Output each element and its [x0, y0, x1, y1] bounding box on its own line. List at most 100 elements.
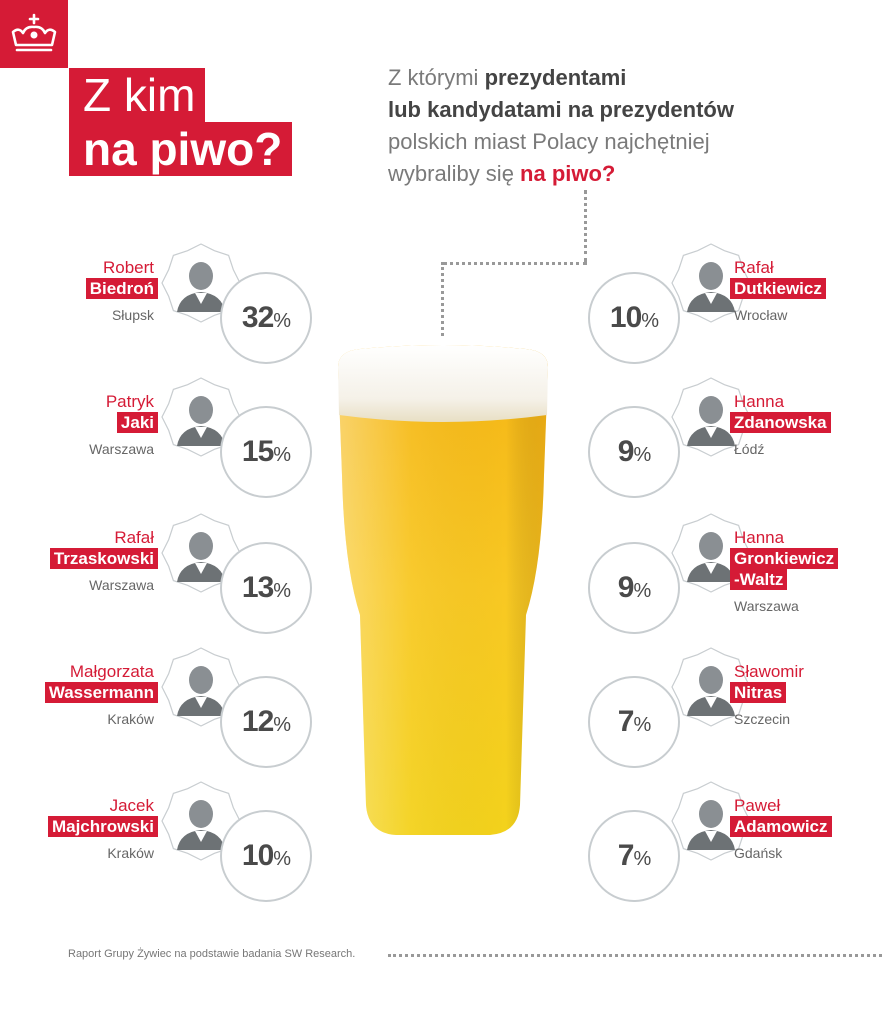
question-red: na piwo? — [520, 161, 616, 186]
candidate-name: Hanna Zdanowska Łódź — [730, 392, 831, 457]
percent-unit: % — [273, 714, 291, 736]
candidate-name: Robert Biedroń Słupsk — [85, 258, 158, 323]
candidate-first-name: Sławomir — [734, 662, 804, 681]
candidate-name: Patryk Jaki Warszawa — [89, 392, 158, 457]
candidate-first-name: Rafał — [114, 528, 154, 547]
candidate-name: Małgorzata Wassermann Kraków — [44, 662, 158, 727]
candidate-first-name: Patryk — [105, 392, 154, 411]
candidate-city: Kraków — [107, 711, 154, 727]
crown-icon — [11, 13, 57, 52]
footer-dots — [388, 954, 882, 957]
logo — [0, 0, 68, 68]
percent-value: 10% — [609, 301, 659, 334]
candidate-entry: 13% Rafał Trzaskowski Warszawa — [0, 512, 400, 642]
percent-unit: % — [633, 848, 651, 870]
question-part-2: polskich miast Polacy najchętniej — [388, 129, 710, 154]
candidate-city: Słupsk — [111, 307, 154, 323]
portrait-icon — [671, 781, 751, 861]
candidate-name: Jacek Majchrowski Kraków — [47, 796, 158, 861]
percent-value: 13% — [241, 571, 291, 604]
candidate-name: Hanna Gronkiewicz -Waltz Warszawa — [730, 528, 839, 614]
candidate-city: Kraków — [107, 845, 154, 861]
percent-circle: 7% — [588, 676, 680, 768]
candidate-last-name: Majchrowski — [47, 816, 158, 837]
candidate-first-name: Rafał — [734, 258, 774, 277]
percent-circle: 9% — [588, 542, 680, 634]
candidate-last-name: Biedroń — [85, 278, 158, 299]
candidate-first-name: Jacek — [109, 796, 154, 815]
connector-dots — [443, 262, 587, 265]
candidate-entry: 15% Patryk Jaki Warszawa — [0, 376, 400, 506]
percent-unit: % — [633, 444, 651, 466]
title-line-1: Z kim — [69, 68, 206, 122]
candidate-entry: 9% Hanna Zdanowska Łódź — [588, 376, 886, 506]
percent-unit: % — [273, 310, 291, 332]
candidate-entry: 9% Hanna Gronkiewicz -Waltz Warszawa — [588, 512, 886, 642]
candidate-last-name: Zdanowska — [730, 412, 831, 433]
percent-value: 9% — [617, 435, 651, 468]
candidate-city: Warszawa — [89, 577, 154, 593]
page-title: Z kim na piwo? — [69, 68, 301, 176]
candidate-city: Warszawa — [89, 441, 154, 457]
question-part-3: wybraliby się — [388, 161, 521, 186]
candidate-first-name: Hanna — [734, 528, 785, 547]
question-bold-1: prezydentami — [484, 65, 627, 90]
candidate-last-name: Nitras — [730, 682, 787, 703]
portrait-icon — [671, 647, 751, 727]
question-part-1: Z którymi — [388, 65, 485, 90]
percent-circle: 10% — [588, 272, 680, 364]
percent-circle: 13% — [220, 542, 312, 634]
candidate-first-name: Paweł — [734, 796, 781, 815]
candidate-last-name: Wassermann — [44, 682, 158, 703]
candidate-last-name: Trzaskowski — [49, 548, 158, 569]
candidate-entry: 10% Rafał Dutkiewicz Wrocław — [588, 242, 886, 372]
candidate-last-name: Dutkiewicz — [730, 278, 826, 299]
percent-unit: % — [641, 310, 659, 332]
candidate-last-name: Adamowicz — [730, 816, 832, 837]
question-text: Z którymi prezydentami lub kandydatami n… — [388, 62, 828, 190]
candidate-entry: 10% Jacek Majchrowski Kraków — [0, 780, 400, 910]
percent-value: 12% — [241, 705, 291, 738]
portrait-icon — [671, 243, 751, 323]
candidate-entry: 7% Paweł Adamowicz Gdańsk — [588, 780, 886, 910]
portrait-icon — [161, 647, 241, 727]
connector-dots — [584, 190, 587, 262]
source-note: Raport Grupy Żywiec na podstawie badania… — [68, 948, 356, 960]
candidate-entry: 7% Sławomir Nitras Szczecin — [588, 646, 886, 776]
percent-circle: 7% — [588, 810, 680, 902]
question-bold-2: lub kandydatami na prezydentów — [388, 97, 734, 122]
candidate-first-name: Robert — [102, 258, 154, 277]
candidate-name: Rafał Dutkiewicz Wrocław — [730, 258, 826, 323]
connector-dots — [441, 262, 444, 336]
percent-unit: % — [633, 714, 651, 736]
candidate-entry: 12% Małgorzata Wassermann Kraków — [0, 646, 400, 776]
percent-value: 10% — [241, 839, 291, 872]
candidate-city: Wrocław — [734, 307, 788, 323]
percent-value: 32% — [241, 301, 291, 334]
candidate-city: Łódź — [734, 441, 765, 457]
percent-unit: % — [273, 848, 291, 870]
candidate-last-name: Gronkiewicz — [730, 548, 839, 569]
candidate-last-name: Jaki — [116, 412, 158, 433]
candidate-city: Gdańsk — [734, 845, 783, 861]
candidate-first-name: Małgorzata — [69, 662, 154, 681]
percent-value: 7% — [617, 839, 651, 872]
percent-circle: 9% — [588, 406, 680, 498]
portrait-icon — [161, 377, 241, 457]
candidate-name: Paweł Adamowicz Gdańsk — [730, 796, 832, 861]
percent-circle: 32% — [220, 272, 312, 364]
beer-foam — [338, 345, 548, 422]
percent-circle: 12% — [220, 676, 312, 768]
candidate-entry: 32% Robert Biedroń Słupsk — [0, 242, 400, 372]
percent-unit: % — [633, 580, 651, 602]
candidate-first-name: Hanna — [734, 392, 785, 411]
portrait-icon — [161, 513, 241, 593]
percent-unit: % — [273, 444, 291, 466]
percent-value: 7% — [617, 705, 651, 738]
percent-unit: % — [273, 580, 291, 602]
portrait-icon — [161, 243, 241, 323]
candidate-city: Szczecin — [734, 711, 791, 727]
candidate-city: Warszawa — [734, 598, 799, 614]
percent-value: 15% — [241, 435, 291, 468]
percent-circle: 15% — [220, 406, 312, 498]
